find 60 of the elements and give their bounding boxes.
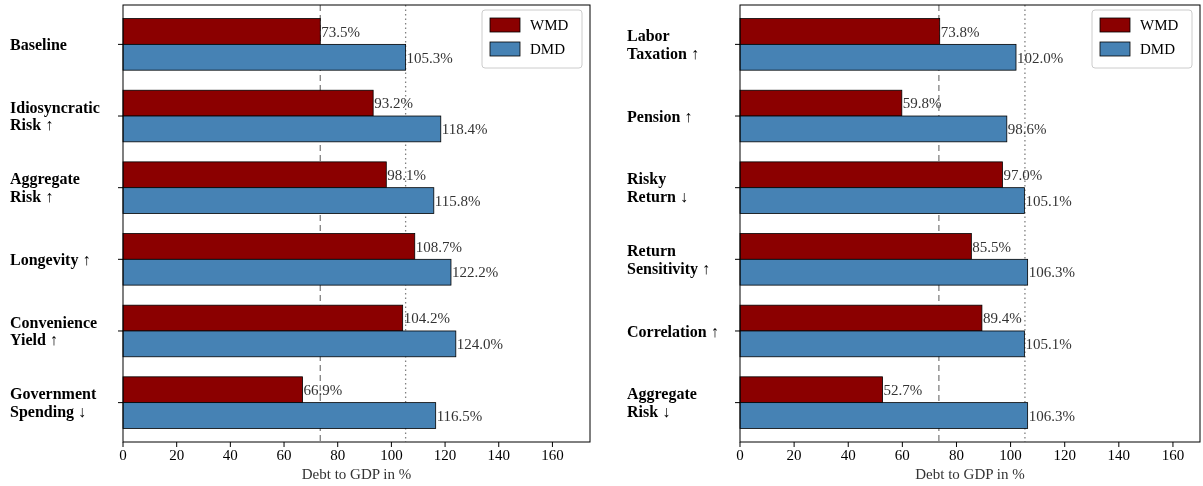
x-tick-label: 120 bbox=[433, 447, 457, 463]
data-label: 59.8% bbox=[902, 95, 942, 112]
data-label: 115.8% bbox=[434, 192, 481, 209]
y-tick-label: Pension ↑ bbox=[627, 107, 693, 125]
data-label: 106.3% bbox=[1028, 407, 1075, 424]
y-tick-label: Baseline bbox=[10, 35, 67, 53]
x-tick-label: 80 bbox=[948, 447, 964, 463]
data-label: 73.5% bbox=[321, 23, 361, 40]
data-label: 98.6% bbox=[1007, 121, 1047, 138]
x-tick-label: 140 bbox=[487, 447, 510, 463]
data-label: 73.8% bbox=[940, 23, 980, 40]
x-tick-label: 160 bbox=[541, 447, 564, 463]
y-tick-label: Convenience Yield ↑ bbox=[10, 313, 98, 349]
data-label: 122.2% bbox=[451, 264, 499, 281]
x-tick-label: 60 bbox=[276, 447, 292, 463]
x-tick-label: 160 bbox=[1161, 447, 1185, 463]
x-tick-label: 0 bbox=[119, 447, 127, 463]
data-label: 105.3% bbox=[406, 49, 453, 66]
data-label: 97.0% bbox=[1003, 167, 1043, 184]
x-tick-label: 40 bbox=[840, 447, 856, 463]
data-label: 118.4% bbox=[441, 121, 488, 138]
data-label: 105.1% bbox=[1025, 336, 1072, 353]
x-tick-label: 120 bbox=[1053, 447, 1076, 463]
x-tick-label: 100 bbox=[999, 447, 1022, 463]
x-axis-title: Debt to GDP in % bbox=[915, 466, 1025, 482]
y-tick-label: Aggregate Risk ↑ bbox=[10, 170, 80, 206]
y-tick-label: Return Sensitivity ↑ bbox=[627, 242, 711, 278]
x-tick-label: 100 bbox=[380, 447, 403, 463]
data-label: 124.0% bbox=[456, 336, 504, 353]
legend-label: WMD bbox=[1140, 17, 1179, 34]
data-label: 102.0% bbox=[1017, 49, 1064, 66]
x-tick-label: 60 bbox=[894, 447, 910, 463]
data-label: 52.7% bbox=[883, 381, 923, 398]
x-tick-label: 40 bbox=[222, 447, 238, 463]
y-tick-label: Government Spending ↓ bbox=[10, 385, 97, 422]
x-tick-label: 140 bbox=[1107, 447, 1131, 463]
data-label: 106.3% bbox=[1028, 264, 1075, 281]
data-label: 98.1% bbox=[387, 167, 427, 184]
y-tick-label: Correlation ↑ bbox=[627, 322, 719, 340]
legend-label: DMD bbox=[530, 41, 566, 58]
legend-label: WMD bbox=[530, 17, 569, 34]
data-label: 108.7% bbox=[415, 238, 462, 255]
data-label: 89.4% bbox=[982, 310, 1022, 327]
x-tick-label: 80 bbox=[330, 447, 346, 463]
data-label: 116.5% bbox=[436, 407, 483, 424]
x-axis-title: Debt to GDP in % bbox=[301, 466, 412, 482]
data-label: 66.9% bbox=[303, 381, 343, 398]
data-label: 105.1% bbox=[1025, 192, 1072, 209]
y-tick-label: Aggregate Risk ↓ bbox=[627, 385, 697, 421]
y-tick-label: Labor Taxation ↑ bbox=[627, 27, 699, 62]
data-label: 104.2% bbox=[403, 310, 450, 327]
x-tick-label: 20 bbox=[786, 447, 802, 463]
x-tick-label: 20 bbox=[169, 447, 185, 463]
legend-label: DMD bbox=[1140, 41, 1176, 58]
y-tick-label: Idiosyncratic Risk ↑ bbox=[10, 98, 100, 134]
y-tick-label: Longevity ↑ bbox=[10, 250, 91, 269]
data-label: 85.5% bbox=[972, 238, 1012, 255]
x-tick-label: 0 bbox=[736, 447, 744, 463]
y-tick-label: Risky Return ↓ bbox=[627, 170, 688, 206]
data-label: 93.2% bbox=[374, 95, 413, 112]
